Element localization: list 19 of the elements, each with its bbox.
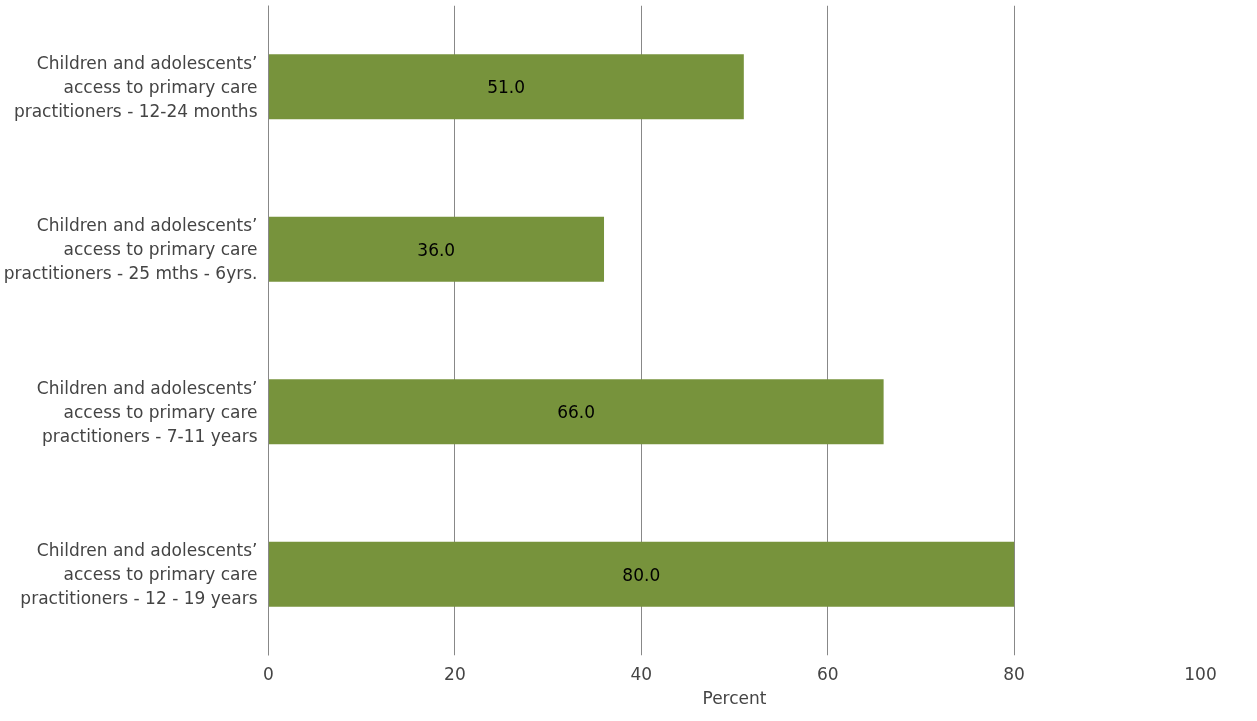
x-tick-label: 100 bbox=[1184, 663, 1217, 684]
y-tick-label: Children and adolescents’ access to primary care practitioners - 25 mths - 6yrs. bbox=[3, 215, 258, 284]
x-tick-label: 20 bbox=[444, 663, 466, 684]
x-tick-label: 0 bbox=[263, 663, 274, 684]
data-label: 66.0 bbox=[557, 402, 595, 423]
x-tick-label: 60 bbox=[816, 663, 839, 684]
y-tick-label: Children and adolescents’ access to primary care practitioners - 12 - 19 years bbox=[20, 540, 258, 609]
bar bbox=[268, 541, 1015, 607]
bar bbox=[268, 216, 605, 282]
data-label: 36.0 bbox=[417, 239, 456, 260]
x-tick-label: 40 bbox=[630, 663, 653, 684]
data-label: 80.0 bbox=[622, 564, 661, 585]
bar bbox=[268, 379, 884, 445]
x-axis-title: Percent bbox=[702, 687, 767, 708]
y-tick-label: Children and adolescents’ access to primary care practitioners - 12-24 months bbox=[13, 52, 258, 121]
y-tick-label: Children and adolescents’ access to primary care practitioners - 7-11 years bbox=[36, 377, 258, 446]
x-tick-label: 80 bbox=[1003, 663, 1025, 684]
data-label: 51.0 bbox=[487, 77, 526, 98]
bar bbox=[268, 54, 744, 120]
